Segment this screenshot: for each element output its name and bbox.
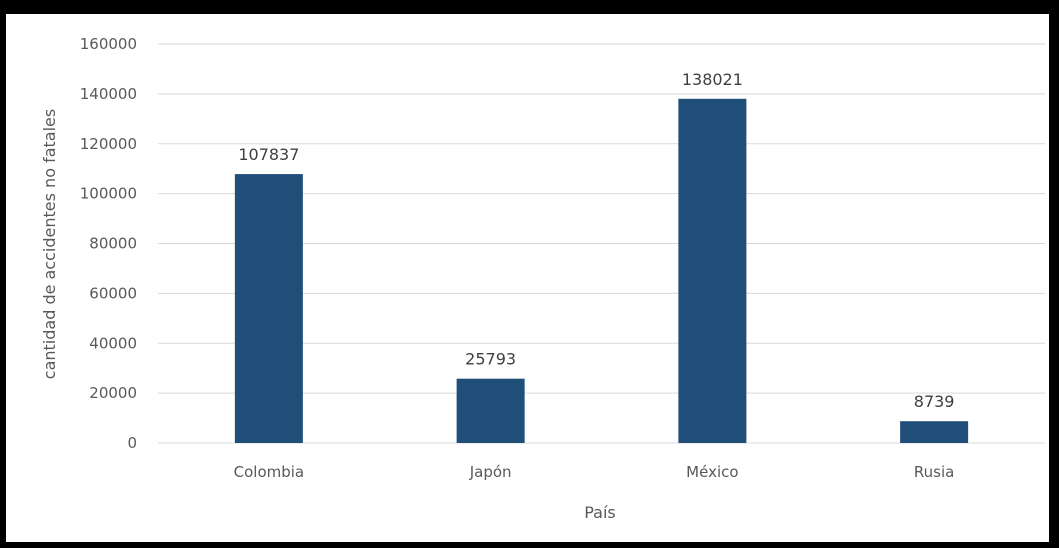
x-tick-label: México xyxy=(686,463,738,481)
bar-colombia xyxy=(234,174,303,443)
bar-méxico xyxy=(678,98,747,444)
y-axis-title: cantidad de accidentes no fatales xyxy=(40,109,59,379)
y-tick-label: 80000 xyxy=(89,235,137,253)
y-tick-label: 120000 xyxy=(80,135,137,153)
data-label: 25793 xyxy=(465,350,516,369)
data-label: 8739 xyxy=(914,392,955,411)
x-axis-title: País xyxy=(584,503,616,522)
x-tick-label: Rusia xyxy=(914,463,954,481)
y-tick-label: 60000 xyxy=(89,284,137,302)
bars xyxy=(234,98,969,444)
x-tick-label: Japón xyxy=(469,463,512,481)
data-label: 138021 xyxy=(682,70,743,89)
y-tick-label: 20000 xyxy=(89,384,137,402)
data-label: 107837 xyxy=(238,145,299,164)
data-labels: 107837 25793 138021 8739 xyxy=(238,70,954,411)
y-tick-label: 100000 xyxy=(80,185,137,203)
y-tick-label: 40000 xyxy=(89,334,137,352)
bar-japón xyxy=(456,378,525,443)
bar-rusia xyxy=(900,421,969,443)
x-axis-ticks: Colombia Japón México Rusia xyxy=(234,463,955,481)
y-tick-label: 140000 xyxy=(80,85,137,103)
y-tick-label: 0 xyxy=(127,434,137,452)
gridlines xyxy=(158,43,1045,444)
y-tick-label: 160000 xyxy=(80,35,137,53)
y-axis-ticks: 0 20000 40000 60000 80000 100000 120000 140000 1… xyxy=(80,35,137,452)
x-tick-label: Colombia xyxy=(234,463,305,481)
